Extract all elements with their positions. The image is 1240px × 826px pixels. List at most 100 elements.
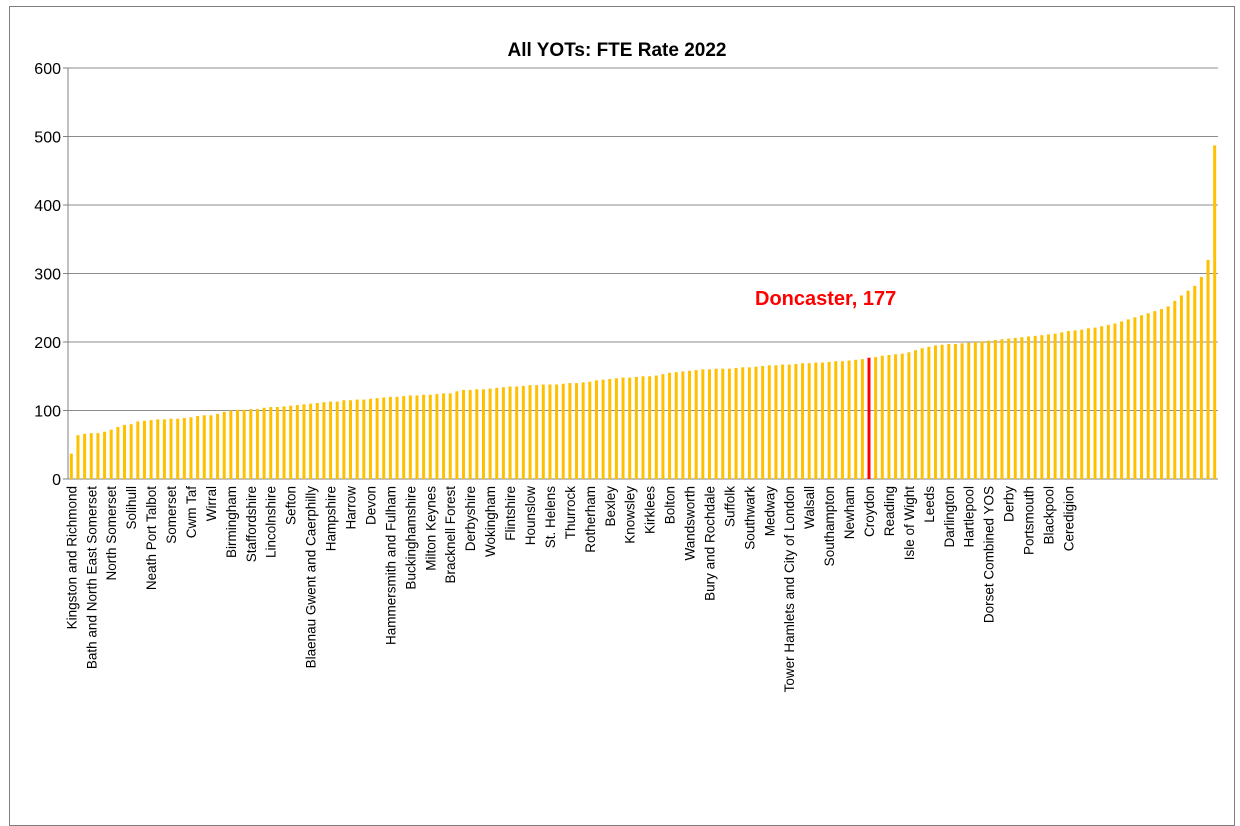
bar [947,344,951,479]
bar [249,409,253,479]
bar [701,369,705,479]
bar [993,339,997,479]
bar [727,368,731,479]
bar [568,383,572,479]
bar [1140,315,1144,479]
ytick-label-500: 500 [34,130,61,147]
bar [275,407,279,479]
xtick-label: Bath and North East Somerset [84,486,99,669]
bar [781,364,785,479]
bar [1160,309,1163,479]
bar [182,418,186,479]
bar [462,389,466,479]
chart-title: All YOTs: FTE Rate 2022 [508,40,727,61]
bar [402,396,406,479]
bar [555,384,559,479]
bar [1053,333,1057,479]
xtick-label: Portsmouth [1022,486,1037,555]
bar [1193,285,1197,479]
xtick-label: Wandsworth [683,486,698,561]
bar [1093,327,1097,479]
bar [368,398,372,479]
bar [1007,338,1011,479]
xtick-label: Blackpool [1041,486,1056,545]
xtick-label: Dorset Combined YOS [982,486,997,623]
xtick-label: Flintshire [503,486,518,541]
bar [289,405,293,479]
bar [581,382,585,479]
bar [209,415,213,479]
bar [508,386,512,479]
bar [255,409,259,479]
bar [1046,334,1050,479]
bar [688,370,692,479]
xtick-label: Hammersmith and Fulham [383,486,398,645]
bar [262,407,266,479]
bar [315,402,319,479]
bar [1086,328,1090,479]
bar [136,421,140,479]
bar [967,342,971,479]
bar [142,420,146,479]
bar [880,355,884,479]
bar [528,385,532,479]
bar [335,401,339,479]
gridlines [63,67,1218,480]
bar [621,377,625,479]
xtick-label: Croydon [862,486,877,537]
bar [229,410,233,479]
bar [854,359,858,479]
bar [269,407,273,479]
bar [694,370,698,479]
bar [322,402,326,479]
bar [375,398,379,479]
bar [422,394,426,479]
xtick-label: Staffordshire [244,486,259,562]
bar [668,372,672,479]
xtick-label: Bracknell Forest [443,486,458,584]
bar [216,413,220,479]
xtick-label: Kirklees [643,486,658,534]
bar-highlight [867,357,871,479]
xtick-label: Tower Hamlets and City of London [782,486,797,692]
xtick-label: Bolton [663,486,678,524]
xtick-label: Milton Keynes [423,486,438,571]
xtick-label: Ceredigion [1061,486,1076,551]
xtick-label: Lincolnshire [264,486,279,558]
bar [734,368,738,479]
bars [69,145,1217,479]
bar [96,433,100,479]
xtick-label: Kingston and Richmond [64,486,79,629]
bar [1186,290,1190,479]
bar [189,417,193,479]
bar [874,357,878,479]
bar [1173,300,1177,479]
bar [408,395,412,479]
bar [242,409,246,479]
bar [914,350,918,479]
bar [1073,330,1077,479]
bar [302,404,306,479]
bar [355,399,359,479]
xtick-label: Hampshire [324,486,339,551]
bar [980,341,984,479]
xtick-label: Walsall [802,486,817,529]
ytick-label-100: 100 [34,404,61,421]
bar [814,362,818,479]
xtick-label: Derby [1002,486,1017,522]
bar [169,418,173,479]
bar [541,384,545,479]
bar [415,395,419,479]
chart: All YOTs: FTE Rate 2022 0 100 200 300 400 500… [34,40,1218,692]
bar [222,411,226,479]
bar [987,340,991,479]
bar [588,381,592,479]
xtick-label: Knowsley [623,486,638,544]
bar [681,371,685,479]
bar [83,433,87,479]
ytick-label-200: 200 [34,335,61,352]
bar [654,375,658,479]
bar [940,344,944,479]
bar [176,418,180,479]
bar [754,366,758,479]
